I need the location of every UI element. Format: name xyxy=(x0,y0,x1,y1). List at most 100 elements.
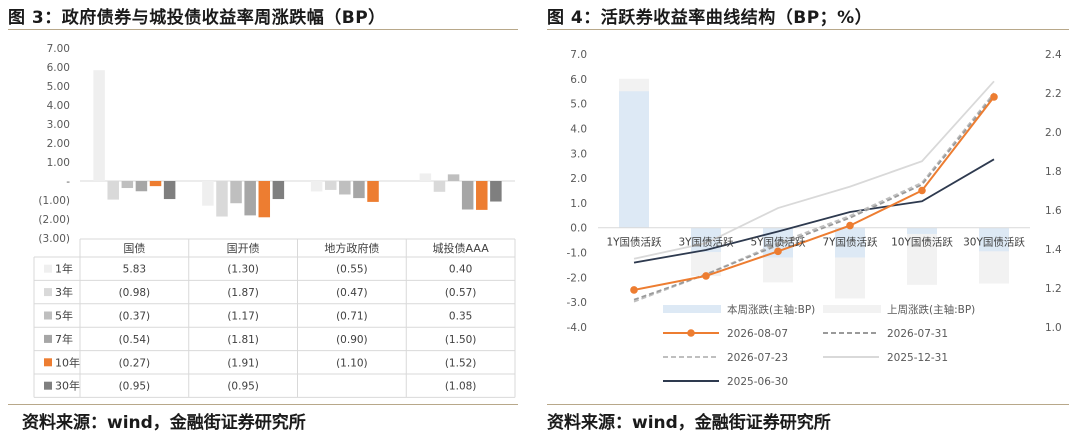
y-tick-label: - xyxy=(66,176,70,188)
category-label: 30Y国债活跃 xyxy=(963,236,1025,249)
left-axis-tick-label: 4.0 xyxy=(570,123,587,135)
line-2026-08-07 xyxy=(633,96,995,291)
y-tick-label: (2.00) xyxy=(38,214,70,226)
table-cell: (0.37) xyxy=(119,311,151,323)
right-source-rule xyxy=(547,404,1069,405)
bar-10年-城投债AAA xyxy=(476,181,488,210)
table-series-label: 3年 xyxy=(55,285,73,299)
table-cell: 0.40 xyxy=(449,264,472,276)
right-axis-tick-label: 2.2 xyxy=(1045,88,1062,100)
table-series-label: 10年 xyxy=(55,355,80,369)
table-cell: (0.95) xyxy=(227,381,259,393)
right-figure-title: 图 4：活跃券收益率曲线结构（BP；%） xyxy=(547,8,873,28)
bar-7年-城投债AAA xyxy=(461,181,474,210)
y-tick-label: 7.00 xyxy=(47,43,70,55)
table-cell: (1.30) xyxy=(227,264,259,276)
table-cell: (0.47) xyxy=(336,287,368,299)
left-axis-tick-label: 1.0 xyxy=(570,198,587,210)
y-tick-label: 3.00 xyxy=(47,119,70,131)
legend-label: 上周涨跌(主轴:BP) xyxy=(887,303,975,316)
bar-3年-国债 xyxy=(107,181,119,200)
right-axis-tick-label: 1.4 xyxy=(1045,244,1062,256)
right-axis-tick-label: 2.4 xyxy=(1045,49,1062,61)
bar-1年-地方政府债 xyxy=(310,181,323,192)
marker-2026-08-07 xyxy=(990,93,998,101)
bar-上周涨跌(主轴:BP)-10Y国债活跃 xyxy=(907,227,937,285)
table-cell: (1.87) xyxy=(227,287,259,299)
bar-1年-国开债 xyxy=(202,181,214,206)
table-cell: (0.90) xyxy=(336,334,368,346)
bar-7年-国债 xyxy=(135,181,148,192)
right-source: 资料来源：wind，金融街证券研究所 xyxy=(547,413,831,433)
table-cell: (1.52) xyxy=(445,357,477,369)
table-series-label: 7年 xyxy=(55,332,73,346)
bar-30年-国开债 xyxy=(272,181,285,200)
y-tick-label: (3.00) xyxy=(38,233,70,245)
left-chart: 7.00 6.00 5.00 4.00 3.00 2.00 1.00 - (1.00) (2.00… xyxy=(33,43,516,398)
table-cell: (0.71) xyxy=(336,311,368,323)
table-cell: 0.35 xyxy=(449,311,472,323)
left-title-rule xyxy=(8,29,518,30)
legend-swatch-5年 xyxy=(44,311,52,320)
left-source-rule xyxy=(8,404,518,405)
bar-3年-城投债AAA xyxy=(433,181,446,192)
legend-swatch-1年 xyxy=(44,264,52,273)
marker-2026-08-07 xyxy=(846,221,854,230)
table-cell: (1.50) xyxy=(445,334,477,346)
left-figure-title: 图 3：政府债券与城投债收益率周涨跌幅（BP） xyxy=(8,8,386,28)
table-cell: (0.98) xyxy=(119,287,151,299)
right-axis-tick-label: 2.0 xyxy=(1045,127,1062,139)
left-axis-tick-label: 6.0 xyxy=(570,74,587,86)
table-cell: (0.57) xyxy=(445,287,477,299)
bar-1年-国债 xyxy=(93,70,105,181)
right-axis-tick-label: 1.8 xyxy=(1045,166,1062,178)
table-cell: 5.83 xyxy=(123,264,146,276)
y-tick-label: (1.00) xyxy=(38,195,70,207)
legend-label: 2026-07-23 xyxy=(727,352,788,364)
legend-swatch-本周涨跌(主轴:BP) xyxy=(663,305,721,313)
y-tick-label: 6.00 xyxy=(47,62,70,74)
right-title-rule xyxy=(547,29,1069,30)
bar-30年-城投债AAA xyxy=(490,181,502,202)
left-axis-tick-label: -3.0 xyxy=(567,297,588,309)
bar-3年-国开债 xyxy=(216,181,228,217)
bar-本周涨跌(主轴:BP)-30Y国债活跃 xyxy=(979,227,1009,252)
bar-5年-城投债AAA xyxy=(447,174,460,181)
table-cell: (1.10) xyxy=(336,357,368,369)
left-axis-tick-label: 7.0 xyxy=(570,49,587,61)
bar-5年-国开债 xyxy=(230,181,242,204)
bar-7年-地方政府债 xyxy=(353,181,365,199)
bar-5年-国债 xyxy=(121,181,134,189)
category-label: 3Y国债活跃 xyxy=(678,236,734,249)
bar-本周涨跌(主轴:BP)-1Y国债活跃 xyxy=(619,91,649,228)
left-axis-tick-label: -2.0 xyxy=(567,272,588,284)
table-series-label: 30年 xyxy=(55,379,80,393)
bar-30年-国债 xyxy=(163,181,176,200)
table-cell: (0.95) xyxy=(119,381,151,393)
legend-label: 2026-08-07 xyxy=(727,328,788,340)
table-cell: (0.54) xyxy=(119,334,151,346)
table-cell: (0.27) xyxy=(119,357,151,369)
bar-1年-城投债AAA xyxy=(419,173,432,181)
legend-label: 2025-06-30 xyxy=(727,376,788,388)
legend-swatch-3年 xyxy=(44,288,52,297)
left-source: 资料来源：wind，金融街证券研究所 xyxy=(22,413,306,433)
category-label: 5Y国债活跃 xyxy=(750,236,806,249)
legend-label: 本周涨跌(主轴:BP) xyxy=(727,303,815,316)
legend-label: 2026-07-31 xyxy=(887,328,948,340)
bar-10年-国开债 xyxy=(258,181,271,218)
left-axis-tick-label: -4.0 xyxy=(567,322,588,334)
table-category-header: 地方政府债 xyxy=(324,241,379,255)
table-series-label: 1年 xyxy=(55,262,73,276)
bar-3年-地方政府债 xyxy=(324,181,337,190)
legend-swatch-上周涨跌(主轴:BP) xyxy=(823,305,881,313)
table-cell: (1.08) xyxy=(445,381,477,393)
marker-2026-08-07 xyxy=(774,247,782,256)
right-axis-tick-label: 1.0 xyxy=(1045,322,1062,334)
right-chart: 7.0 6.0 5.0 4.0 3.0 2.0 1.0 0.0 -1.0 -2.0 -3.0 -4.0… xyxy=(567,49,1063,388)
bar-5年-地方政府债 xyxy=(339,181,351,195)
legend-swatch-30年 xyxy=(44,381,52,390)
table-cell: (1.91) xyxy=(227,357,259,369)
marker-2026-08-07 xyxy=(630,286,638,294)
bar-10年-地方政府债 xyxy=(367,181,379,202)
